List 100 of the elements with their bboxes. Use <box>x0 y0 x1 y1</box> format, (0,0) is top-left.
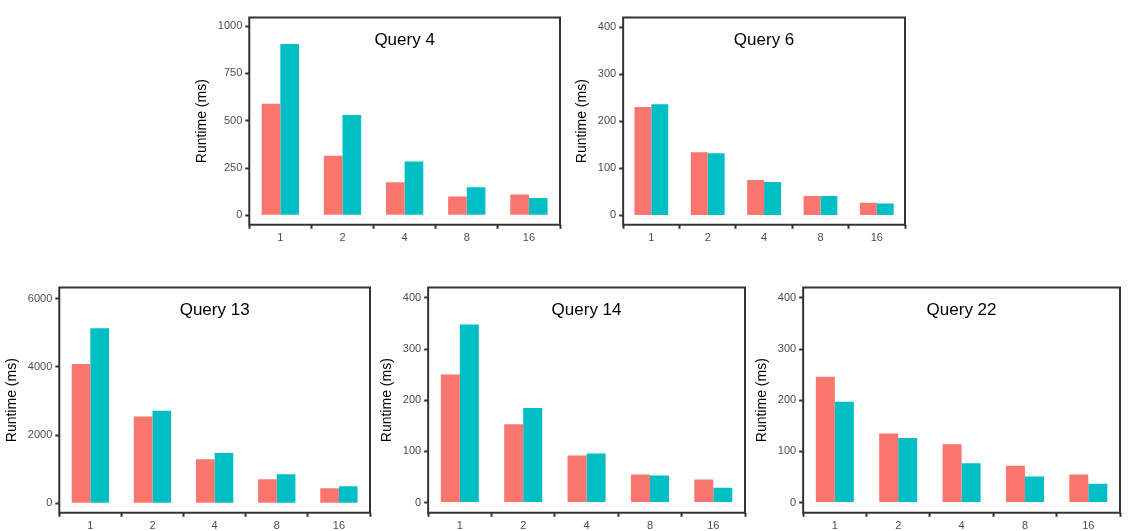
bar <box>567 455 587 503</box>
x-tick-label: 1 <box>87 519 94 531</box>
y-tick-label: 200 <box>402 393 422 406</box>
bar <box>707 153 725 215</box>
bar <box>504 424 524 503</box>
bar <box>528 197 548 215</box>
bar <box>1088 483 1108 503</box>
y-tick-label: 0 <box>790 495 797 508</box>
bar <box>280 44 299 215</box>
bar <box>815 376 835 503</box>
bar <box>942 444 962 503</box>
y-tick-label: 0 <box>610 208 617 221</box>
bar <box>71 364 91 503</box>
y-tick-label: 200 <box>597 114 617 127</box>
bar <box>152 410 172 503</box>
bar <box>690 152 708 215</box>
y-tick-label: 4000 <box>27 359 53 372</box>
bar <box>276 474 296 503</box>
x-tick-label: 16 <box>707 519 720 531</box>
y-tick-label: 100 <box>777 444 797 457</box>
bar <box>448 196 467 215</box>
x-tick-label: 16 <box>870 231 883 244</box>
y-axis-title: Runtime (ms) <box>3 358 20 443</box>
bar <box>320 488 339 503</box>
y-tick-label: 500 <box>223 113 243 126</box>
x-tick-label: 2 <box>895 519 902 531</box>
y-tick-label: 6000 <box>27 291 53 304</box>
bar <box>261 103 281 215</box>
bar <box>466 187 486 215</box>
y-tick-label: 300 <box>402 342 422 355</box>
bar <box>803 196 821 215</box>
x-tick-label: 16 <box>522 231 536 244</box>
bar <box>649 475 669 503</box>
y-tick-label: 300 <box>777 342 797 355</box>
bar <box>195 459 215 503</box>
bar <box>1024 476 1044 503</box>
x-tick-label: 1 <box>648 231 655 244</box>
y-tick-label: 400 <box>597 20 617 33</box>
text: Query 13 <box>179 299 250 319</box>
bar <box>634 107 652 215</box>
y-axis-title: Runtime (ms) <box>573 79 590 164</box>
bar <box>961 463 981 503</box>
bar <box>630 474 650 503</box>
y-tick-label: 1000 <box>217 19 243 32</box>
y-tick-label: 2000 <box>27 428 53 441</box>
bar <box>898 438 918 503</box>
x-tick-label: 4 <box>761 231 768 244</box>
x-tick-label: 1 <box>831 519 838 531</box>
bar <box>764 181 781 215</box>
y-tick-label: 400 <box>777 290 797 303</box>
bar <box>214 453 234 503</box>
y-tick-label: 0 <box>415 495 422 508</box>
y-tick-label: 100 <box>402 444 422 457</box>
y-tick-label: 0 <box>236 208 243 221</box>
y-tick-label: 0 <box>46 496 53 509</box>
y-tick-label: 250 <box>223 161 243 174</box>
bar <box>133 416 153 503</box>
x-tick-label: 8 <box>1021 519 1029 531</box>
bar <box>258 479 277 503</box>
y-tick-label: 200 <box>777 393 797 406</box>
bar <box>385 182 405 215</box>
x-tick-label: 8 <box>646 519 654 531</box>
x-tick-label: 16 <box>332 519 346 531</box>
x-tick-label: 4 <box>583 519 590 531</box>
y-tick-label: 750 <box>223 66 243 79</box>
y-tick-label: 300 <box>597 67 617 80</box>
bar <box>747 180 765 215</box>
bar <box>586 453 606 503</box>
x-tick-label: 8 <box>273 519 280 531</box>
y-tick-label: 400 <box>402 290 422 303</box>
y-tick-label: 100 <box>597 161 617 174</box>
bar <box>694 479 714 503</box>
bar <box>1069 474 1089 503</box>
text: Query 14 <box>551 299 622 319</box>
bar <box>834 401 854 503</box>
x-tick-label: 2 <box>704 231 711 244</box>
x-tick-label: 2 <box>149 519 156 531</box>
bar <box>510 194 529 215</box>
x-tick-label: 16 <box>1082 519 1095 531</box>
bar <box>713 487 733 503</box>
bar <box>440 374 460 503</box>
bar <box>876 203 894 215</box>
x-tick-label: 8 <box>463 231 470 244</box>
bar <box>820 196 838 215</box>
text: Query 6 <box>733 29 795 49</box>
x-tick-label: 2 <box>339 231 346 244</box>
bar <box>1005 465 1025 503</box>
x-tick-label: 2 <box>520 519 527 531</box>
y-axis-title: Runtime (ms) <box>378 358 395 443</box>
x-tick-label: 1 <box>456 519 463 531</box>
bar <box>404 161 424 215</box>
bar <box>90 328 109 503</box>
bar <box>338 486 358 503</box>
y-axis-title: Runtime (ms) <box>193 79 210 164</box>
x-tick-label: 4 <box>211 519 218 531</box>
text: Query 4 <box>374 29 435 49</box>
text: Query 22 <box>926 299 997 319</box>
bar <box>342 115 362 215</box>
y-axis-title: Runtime (ms) <box>753 358 770 443</box>
bar <box>859 202 877 215</box>
